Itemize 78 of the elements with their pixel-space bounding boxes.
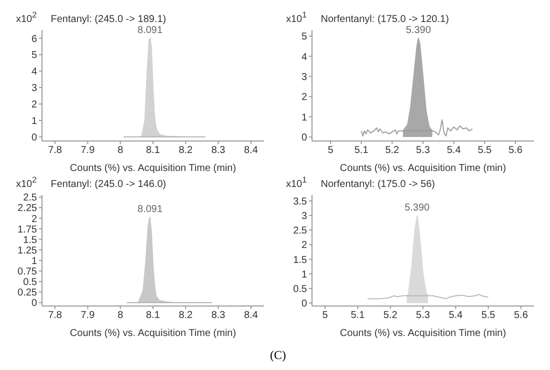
x-tick-label: 5.6 [514,310,528,322]
y-tick-label: 5 [301,32,308,43]
y-tick-label: 3.5 [293,196,308,208]
x-axis-title: Counts (%) vs. Acquisition Time (min) [70,328,236,339]
y-tick-label: 3 [31,83,38,94]
x-tick-label: 5 [322,310,328,322]
y-tick-label: 1 [31,116,38,127]
chart-title: Norfentanyl: (175.0 -> 56) [320,179,435,190]
x-tick-label: 8.2 [178,145,194,156]
y-tick-label: 2.5 [23,192,38,204]
line-series [360,119,473,136]
annotation: 5.390 [404,202,430,214]
y-tick-label: 0.75 [18,266,38,278]
y-tick-label: 0 [31,132,38,144]
x-tick-label: 8.4 [244,310,258,322]
y-tick-label: 2 [301,240,308,252]
x-tick-label: 8.3 [211,310,226,322]
y-tick-label: 4 [31,66,38,78]
x-tick-label: 7.9 [80,145,96,156]
x-tick-label: 5.5 [481,310,496,322]
chart-title: Fentanyl: (245.0 -> 146.0) [50,179,166,190]
x-tick-label: 8 [118,145,124,156]
x-tick-label: 8.4 [244,145,258,156]
y-tick-label: 0 [301,298,308,310]
x-tick-label: 5.2 [385,145,400,156]
y-tick-label: 1 [301,112,308,124]
x-tick-label: 5.3 [416,310,430,322]
x-tick-label: 5.4 [448,310,464,322]
y-tick-label: 3 [301,210,308,222]
y-tick-label: 0.5 [23,277,38,288]
x-tick-label: 5.5 [478,145,492,156]
x-tick-label: 7.9 [80,310,96,322]
y-tick-label: 2 [301,92,308,104]
annotation: 5.390 [406,25,432,36]
x-tick-label: 8.1 [146,145,160,156]
chart-title: Norfentanyl: (175.0 -> 120.1) [320,14,449,26]
y-axis-title: x10$^{2}$ [16,10,37,26]
y-tick-label: 1.5 [293,254,308,266]
x-tick-label: 5 [328,145,334,156]
text: (C) [269,348,287,363]
x-tick-label: 5.3 [416,145,430,156]
y-tick-label: 0 [301,132,308,144]
x-tick-label: 8.2 [178,310,194,322]
y-axis-title: x10$^{1}$ [286,175,307,190]
x-axis-title: Counts (%) vs. Acquisition Time (min) [70,163,236,174]
x-tick-label: 8.3 [211,145,226,156]
x-tick-label: 7.8 [48,145,62,156]
y-tick-label: 2.5 [293,226,308,237]
y-axis-title: x10$^{2}$ [16,175,37,190]
y-tick-label: 3 [301,72,308,83]
y-tick-label: 1.5 [23,234,38,246]
y-tick-label: 4 [301,52,308,63]
x-tick-label: 8.1 [146,310,160,322]
x-axis-title: Counts (%) vs. Acquisition Time (min) [340,163,506,174]
y-tick-label: 2.25 [18,203,38,214]
y-tick-label: 5 [31,50,38,62]
x-tick-label: 5.1 [350,310,366,322]
annotation: 8.091 [138,204,164,215]
y-tick-label: 1 [31,256,38,267]
y-tick-label: 2 [31,100,38,111]
x-tick-label: 8 [118,310,124,322]
chart-title: Fentanyl: (245.0 -> 189.1) [50,14,166,26]
y-axis-title: x10$^{1}$ [286,10,307,26]
y-tick-label: 1 [301,269,308,280]
x-tick-label: 5.2 [383,310,398,322]
y-tick-label: 1.25 [18,245,38,256]
x-tick-label: 5.6 [508,145,523,156]
x-tick-label: 5.4 [446,145,462,156]
y-tick-label: 6 [31,34,38,45]
y-tick-label: 0.25 [18,288,38,299]
annotation: 8.091 [138,25,164,36]
x-tick-label: 7.8 [48,310,62,322]
y-tick-label: 0.5 [293,284,308,296]
x-axis-title: Counts (%) vs. Acquisition Time (min) [340,328,506,339]
x-tick-label: 5.1 [354,145,369,156]
y-tick-label: 2 [31,214,38,225]
y-tick-label: 0 [31,298,38,310]
y-tick-label: 1.75 [18,224,38,236]
